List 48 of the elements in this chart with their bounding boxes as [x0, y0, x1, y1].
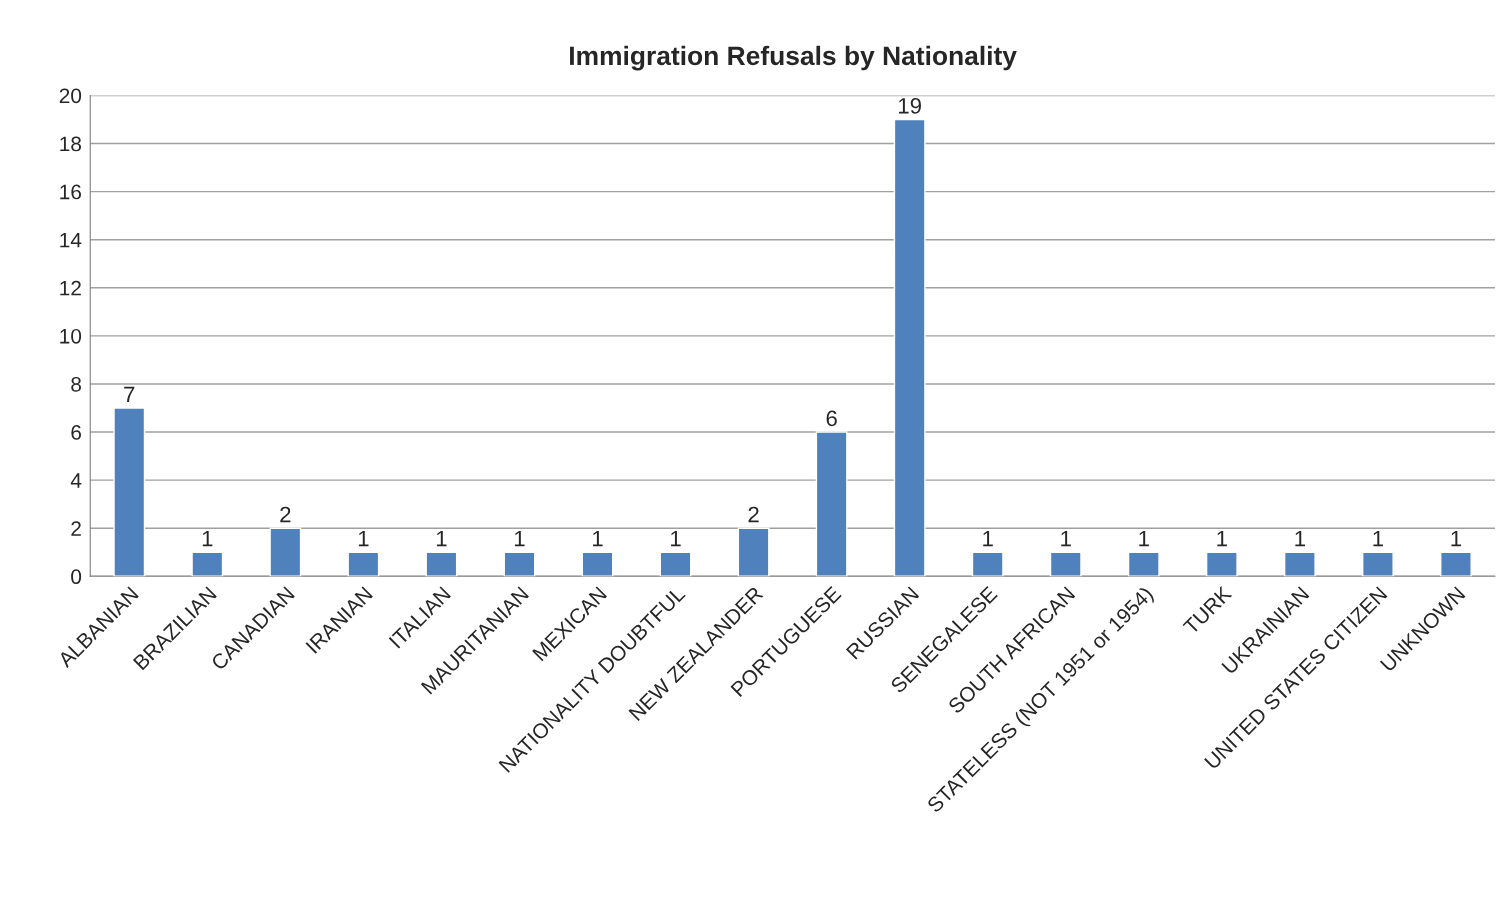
data-label: 2 [748, 506, 759, 523]
data-label: 2 [280, 506, 291, 523]
data-label: 1 [1139, 530, 1149, 547]
data-label: 19 [899, 97, 921, 114]
data-label: 1 [1295, 530, 1305, 547]
bar [1362, 551, 1394, 577]
bar [191, 551, 224, 577]
y-tick-label: 6 [71, 425, 81, 440]
data-label: 1 [358, 530, 369, 547]
bar [581, 551, 614, 577]
y-tick-label: 18 [60, 136, 81, 152]
bar [893, 118, 926, 577]
data-label: 1 [1373, 530, 1384, 547]
bar [503, 551, 536, 577]
bar [1205, 551, 1238, 577]
y-tick-label: 2 [71, 521, 81, 536]
bar [347, 551, 380, 577]
data-label: 1 [202, 530, 213, 547]
data-label: 1 [1217, 530, 1227, 547]
data-label: 1 [1451, 530, 1462, 547]
data-label: 6 [826, 410, 837, 427]
data-label: 1 [1061, 530, 1071, 547]
y-tick-label: 20 [59, 88, 82, 104]
bar [737, 527, 770, 577]
bar [1127, 551, 1160, 577]
data-label: 1 [983, 530, 993, 547]
bar [113, 407, 146, 577]
y-tick-label: 16 [60, 184, 81, 200]
chart-title: Immigration Refusals by Nationality [570, 45, 1017, 71]
y-tick-label: 8 [71, 376, 81, 392]
y-tick-label: 0 [71, 569, 82, 585]
y-tick-label: 14 [60, 232, 82, 248]
y-tick-label: 12 [60, 280, 81, 296]
bar [269, 527, 302, 577]
bar [425, 551, 458, 577]
bar [659, 551, 692, 577]
y-tick-label: 4 [70, 473, 82, 488]
data-label: 1 [514, 530, 525, 547]
bar [1440, 551, 1472, 577]
data-label: 1 [671, 530, 681, 547]
bar [1283, 551, 1316, 577]
data-label: 7 [124, 386, 135, 402]
bar [1049, 551, 1082, 577]
y-tick-label: 10 [60, 328, 82, 344]
bar [815, 431, 848, 577]
data-label: 1 [593, 530, 603, 547]
bar [971, 551, 1004, 577]
data-label: 1 [436, 530, 447, 547]
